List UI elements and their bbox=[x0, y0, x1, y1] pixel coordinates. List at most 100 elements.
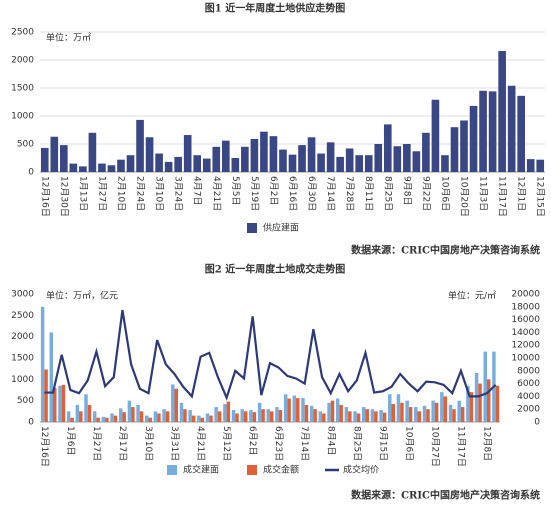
bar bbox=[165, 411, 170, 422]
bar bbox=[58, 385, 62, 422]
bar bbox=[408, 407, 413, 422]
x-tick-label: 12月30日 bbox=[58, 176, 69, 217]
y-tick-label: 0 bbox=[28, 168, 34, 178]
bar bbox=[110, 413, 114, 422]
bar bbox=[362, 407, 366, 422]
bar bbox=[223, 404, 227, 422]
bar bbox=[288, 154, 297, 172]
bar bbox=[50, 136, 59, 172]
bar bbox=[136, 119, 144, 172]
y2-tick-label: 18000 bbox=[511, 302, 540, 312]
bar bbox=[356, 413, 361, 422]
bar bbox=[131, 407, 135, 422]
bar bbox=[126, 155, 135, 172]
legend-label: 成交均价 bbox=[343, 464, 379, 476]
x-tick-label: 6月23日 bbox=[273, 426, 284, 461]
bar bbox=[191, 415, 196, 422]
bar bbox=[326, 142, 335, 172]
bar bbox=[283, 394, 288, 422]
bar bbox=[193, 155, 202, 172]
bar bbox=[403, 144, 411, 172]
bar bbox=[417, 411, 422, 422]
bar bbox=[148, 417, 152, 422]
bar bbox=[336, 156, 344, 172]
x-tick-label: 11月3日 bbox=[478, 176, 489, 211]
bar bbox=[266, 409, 270, 422]
x-tick-label: 5月12日 bbox=[221, 426, 232, 461]
bar bbox=[322, 413, 326, 422]
legend-swatch bbox=[247, 223, 257, 233]
x-tick-label: 5月5日 bbox=[230, 176, 241, 205]
x-tick-label: 8月11日 bbox=[363, 176, 374, 211]
bar bbox=[197, 415, 201, 422]
bar bbox=[478, 383, 482, 422]
legend-swatch bbox=[167, 465, 177, 475]
bar bbox=[396, 394, 401, 422]
bar bbox=[157, 413, 161, 422]
chart-title: 图2 近一年周度土地成交走势图 bbox=[205, 263, 345, 276]
bar bbox=[452, 409, 456, 422]
x-tick-label: 3月31日 bbox=[169, 426, 180, 461]
y-tick-label: 1500 bbox=[11, 84, 34, 94]
bar bbox=[391, 404, 395, 422]
bar bbox=[66, 411, 71, 422]
x-tick-label: 12月8日 bbox=[481, 426, 492, 461]
bar bbox=[87, 404, 92, 422]
bar bbox=[96, 417, 100, 422]
bar bbox=[209, 415, 213, 422]
bar bbox=[98, 163, 106, 172]
bar bbox=[469, 105, 478, 172]
bar bbox=[44, 369, 48, 422]
x-tick-label: 12月16日 bbox=[39, 426, 50, 467]
x-tick-label: 10月6日 bbox=[403, 426, 414, 461]
bar bbox=[335, 398, 340, 422]
bar bbox=[92, 411, 97, 422]
y-tick-label: 1000 bbox=[11, 112, 34, 122]
bar bbox=[226, 401, 231, 422]
bar bbox=[431, 400, 435, 422]
x-tick-label: 2月17日 bbox=[117, 426, 128, 461]
bar bbox=[105, 417, 109, 422]
bar bbox=[139, 411, 144, 422]
bar bbox=[183, 135, 192, 172]
bar bbox=[171, 384, 175, 422]
bar bbox=[536, 159, 545, 172]
bar bbox=[365, 409, 369, 422]
bar bbox=[235, 413, 239, 422]
bar bbox=[153, 411, 158, 422]
y2-tick-label: 2000 bbox=[517, 405, 540, 415]
bar bbox=[231, 410, 236, 422]
source: 数据来源：CRIC中国房地产决策咨询系统 bbox=[351, 489, 540, 502]
bar bbox=[183, 409, 187, 422]
bar bbox=[279, 149, 287, 172]
bar bbox=[70, 417, 74, 422]
bar bbox=[145, 415, 149, 422]
bar bbox=[307, 137, 316, 172]
bar bbox=[388, 394, 392, 422]
x-tick-label: 9月15日 bbox=[377, 426, 388, 461]
bar bbox=[40, 147, 49, 172]
bar bbox=[526, 159, 535, 172]
x-tick-label: 12月1日 bbox=[516, 176, 527, 211]
x-tick-label: 7月28日 bbox=[344, 176, 355, 211]
legend-label: 供应建面 bbox=[263, 222, 299, 234]
bar bbox=[205, 413, 210, 422]
x-tick-label: 12月15日 bbox=[535, 176, 546, 217]
bar bbox=[298, 145, 306, 172]
x-tick-label: 4月7日 bbox=[192, 176, 203, 205]
bar bbox=[457, 400, 461, 422]
bar bbox=[122, 412, 126, 422]
y-tick-label: 500 bbox=[17, 140, 34, 150]
bar bbox=[88, 132, 97, 172]
unit-label-y2: 单位：元/㎡ bbox=[448, 290, 496, 302]
legend-swatch bbox=[247, 465, 257, 475]
bar bbox=[304, 404, 309, 422]
x-tick-label: 1月27日 bbox=[96, 176, 107, 211]
bar bbox=[69, 163, 78, 172]
bar bbox=[348, 411, 352, 422]
bar bbox=[479, 90, 487, 172]
bar bbox=[270, 411, 274, 422]
bar bbox=[155, 153, 163, 172]
bar bbox=[441, 155, 449, 172]
